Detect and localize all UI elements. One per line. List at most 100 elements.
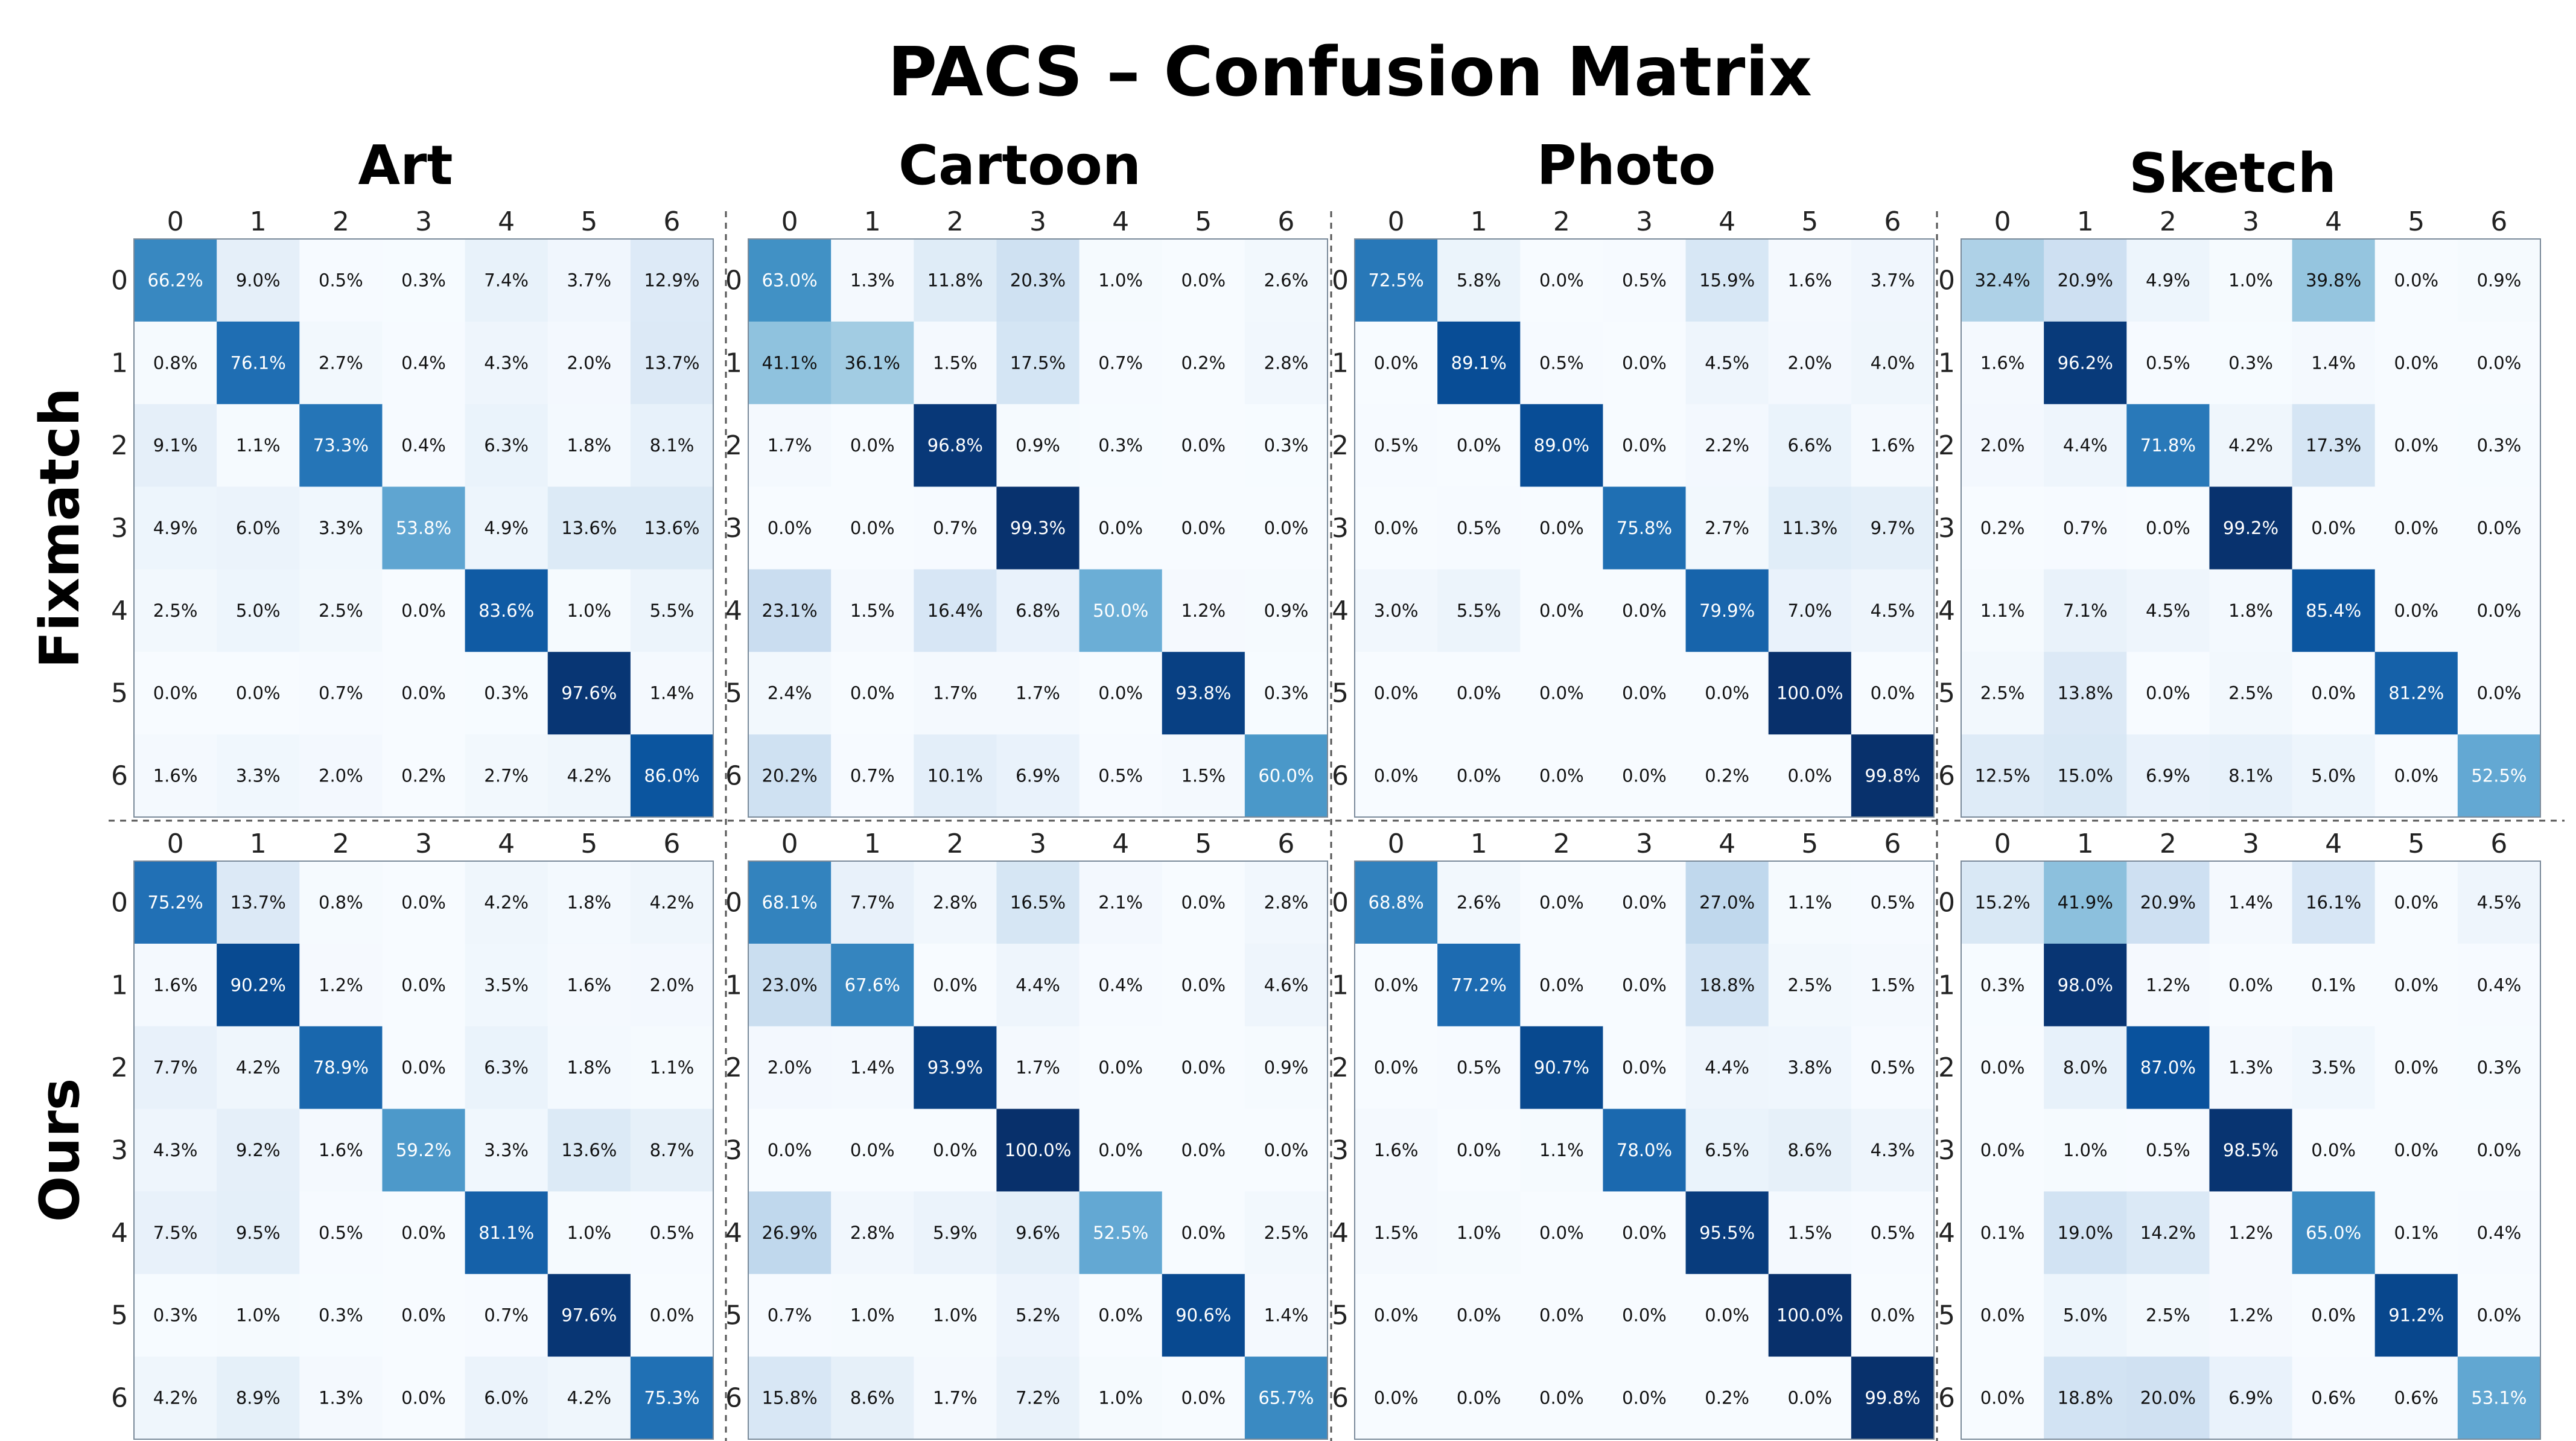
heatmap-cell (134, 652, 217, 735)
cell-value-label: 1.5% (1374, 1223, 1419, 1243)
column-tick-label: 3 (415, 829, 432, 859)
cell-value-label: 0.9% (1264, 600, 1309, 621)
row-tick-label: 5 (725, 678, 742, 709)
cell-value-label: 79.9% (1699, 600, 1755, 621)
heatmap-fixmatch-art: 66.2% 9.0% 0.5% 0.3% 7.4% 3.7% 12.9% 0.8% 76.1% 2… (111, 206, 714, 818)
heatmap-cell (547, 239, 631, 322)
heatmap-cell (1244, 943, 1328, 1027)
cell-value-label: 4.4% (1705, 1057, 1749, 1078)
heatmap-cell (831, 1191, 914, 1274)
cell-value-label: 1.4% (1264, 1305, 1309, 1326)
cell-value-label: 0.0% (1980, 1057, 2025, 1078)
heatmap-cell (831, 734, 914, 818)
heatmap-cell (630, 239, 714, 322)
row-tick-label: 1 (725, 348, 742, 378)
row-tick-label: 6 (725, 1383, 742, 1414)
cell-value-label: 0.4% (2477, 1223, 2522, 1243)
heatmap-cell (1355, 321, 1438, 405)
cell-value-label: 93.9% (927, 1057, 983, 1078)
cell-value-label: 1.7% (933, 683, 978, 704)
cell-value-label: 6.9% (2228, 1388, 2273, 1408)
heatmap-cell (1603, 321, 1687, 405)
cell-value-label: 0.7% (1098, 352, 1143, 373)
heatmap-cell (2209, 943, 2293, 1027)
cell-value-label: 1.8% (567, 892, 611, 912)
heatmap-cell (630, 1026, 714, 1110)
cell-value-label: 36.1% (845, 352, 900, 373)
cell-value-label: 1.0% (567, 1223, 611, 1243)
heatmap-cell (748, 652, 832, 735)
heatmap-cell (299, 404, 383, 488)
cell-value-label: 2.8% (1264, 892, 1309, 912)
heatmap-cell (2374, 1274, 2458, 1357)
heatmap-cell (2044, 1026, 2127, 1110)
cell-value-label: 6.3% (484, 1057, 529, 1078)
column-tick-label: 3 (1029, 206, 1046, 237)
cell-value-label: 20.9% (2140, 892, 2196, 912)
cell-value-label: 1.6% (1787, 270, 1832, 290)
heatmap-cell (1520, 1357, 1603, 1440)
heatmap-cell (630, 943, 714, 1027)
cell-value-label: 1.8% (2228, 600, 2273, 621)
heatmap-cell (382, 1109, 466, 1192)
cell-value-label: 0.7% (2063, 518, 2108, 538)
heatmap-cell (1355, 861, 1438, 944)
row-tick-label: 0 (1332, 887, 1349, 918)
column-tick-label: 5 (1195, 829, 1212, 859)
heatmap-cell (1079, 1109, 1163, 1192)
heatmap-cell (2292, 734, 2376, 818)
column-tick-label: 5 (2408, 829, 2425, 859)
heatmap-cell (996, 734, 1080, 818)
cell-value-label: 7.5% (153, 1223, 198, 1243)
cell-value-label: 0.0% (1457, 1388, 1501, 1408)
heatmap-cell (630, 861, 714, 944)
cell-value-label: 9.6% (1016, 1223, 1060, 1243)
cell-value-label: 0.3% (2477, 435, 2522, 456)
cell-value-label: 0.0% (2394, 518, 2438, 538)
cell-value-label: 0.5% (1622, 270, 1667, 290)
cell-value-label: 72.5% (1369, 270, 1424, 290)
cell-value-label: 0.0% (1539, 518, 1584, 538)
cell-value-label: 0.5% (650, 1223, 695, 1243)
cell-value-label: 2.0% (1787, 352, 1832, 373)
heatmap-cell (1685, 734, 1769, 818)
row-tick-label: 4 (1332, 1218, 1349, 1249)
heatmap-cell (2292, 486, 2376, 570)
heatmap-cell (2292, 321, 2376, 405)
cell-value-label: 13.6% (561, 518, 617, 538)
cell-value-label: 0.7% (319, 683, 363, 704)
cell-value-label: 1.1% (1980, 600, 2025, 621)
row-tick-label: 3 (1938, 513, 1955, 544)
heatmap-cell (1162, 1026, 1245, 1110)
cell-value-label: 83.6% (479, 600, 534, 621)
heatmap-cell (1437, 1109, 1521, 1192)
column-tick-label: 6 (663, 206, 680, 237)
heatmap-cell (299, 861, 383, 944)
cell-value-label: 96.2% (2058, 352, 2113, 373)
cell-value-label: 1.6% (1980, 352, 2025, 373)
heatmap-cell (465, 1274, 549, 1357)
cell-value-label: 0.0% (1980, 1140, 2025, 1160)
row-tick-label: 2 (1938, 1052, 1955, 1083)
column-tick-label: 2 (2160, 206, 2177, 237)
column-tick-label: 2 (2160, 829, 2177, 859)
heatmap-cell (1079, 1274, 1163, 1357)
row-tick-label: 4 (111, 596, 128, 626)
cell-value-label: 0.0% (1705, 1305, 1749, 1326)
heatmap-cell (1851, 652, 1935, 735)
cell-value-label: 15.9% (1699, 270, 1755, 290)
cell-value-label: 2.5% (153, 600, 198, 621)
cell-value-label: 0.0% (2394, 892, 2438, 912)
cell-value-label: 6.3% (484, 435, 529, 456)
heatmap-cell (914, 1274, 997, 1357)
heatmap-cell (1768, 486, 1852, 570)
heatmap-cell (2374, 404, 2458, 488)
heatmap-cell (996, 404, 1080, 488)
column-tick-label: 6 (2490, 829, 2507, 859)
cell-value-label: 0.0% (1622, 1305, 1667, 1326)
heatmap-cell (547, 943, 631, 1027)
cell-value-label: 98.5% (2223, 1140, 2279, 1160)
row-tick-label: 3 (1332, 1135, 1349, 1166)
heatmap-cell (1079, 1026, 1163, 1110)
cell-value-label: 0.3% (2477, 1057, 2522, 1078)
